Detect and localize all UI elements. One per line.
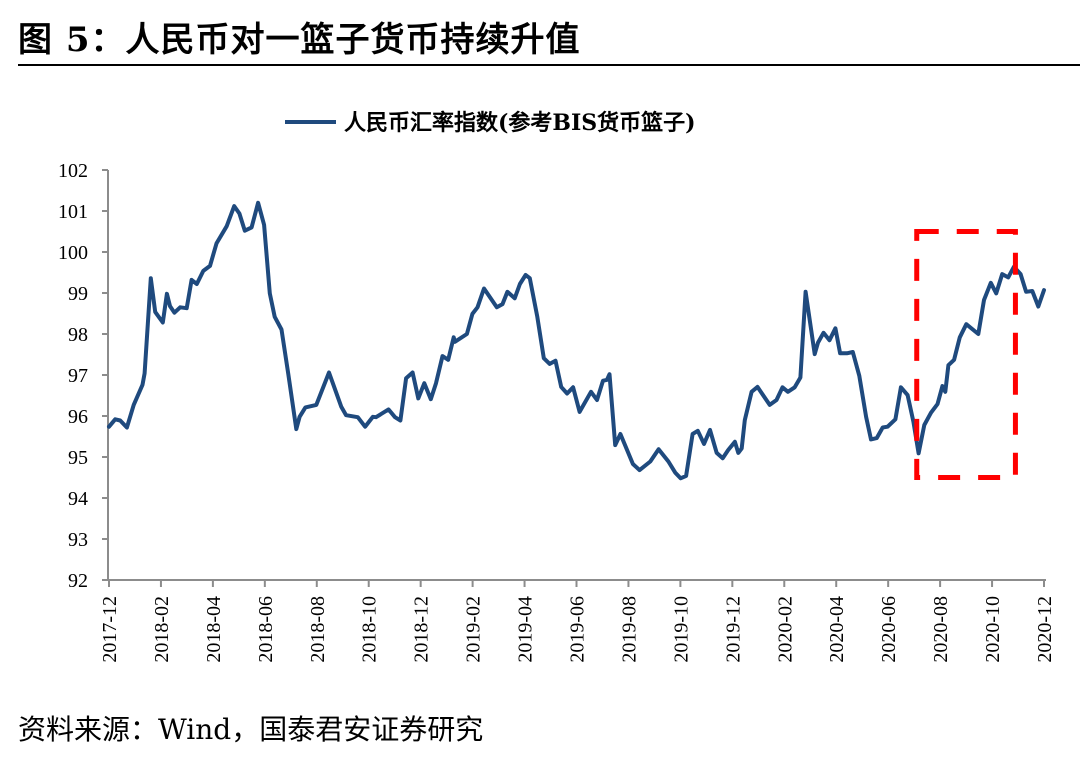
y-tick-label: 97 [68,365,88,387]
x-tick-label: 2018-12 [411,596,433,663]
y-tick-label: 96 [68,406,88,428]
x-tick-label: 2019-04 [515,596,537,663]
source-note: 资料来源：Wind，国泰君安证券研究 [18,713,484,746]
x-tick-label: 2018-06 [255,596,277,663]
highlight-box [914,229,1018,480]
x-tick-label: 2019-12 [722,596,744,663]
x-tick-label: 2017-12 [99,596,121,663]
y-tick-label: 95 [68,447,88,469]
x-tick-label: 2019-06 [567,596,589,663]
x-tick-label: 2018-10 [359,596,381,663]
figure-title: 图 5：人民币对一篮子货币持续升值 [18,20,581,60]
y-tick-label: 99 [68,283,88,305]
x-tick-label: 2020-02 [774,596,796,663]
series-line [107,200,1046,481]
x-tick-label: 2019-10 [670,596,692,663]
x-tick-label: 2020-06 [878,596,900,663]
title-divider [18,64,1080,66]
x-tick-label: 2020-04 [826,596,848,663]
legend: 人民币汇率指数(参考BIS货币篮子) [285,110,696,136]
x-tick-label: 2020-12 [1034,596,1056,663]
y-tick-label: 101 [58,201,88,223]
y-tick-label: 93 [68,529,88,551]
y-tick-label: 102 [58,160,88,182]
y-tick-label: 98 [68,324,88,346]
x-tick-label: 2019-02 [463,596,485,663]
x-tick-label: 2019-08 [618,596,640,663]
legend-label: 人民币汇率指数(参考BIS货币篮子) [344,110,696,136]
x-tick-label: 2020-08 [930,596,952,663]
x-tick-label: 2020-10 [982,596,1004,663]
y-tick-label: 94 [68,488,88,510]
x-tick-label: 2018-08 [307,596,329,663]
x-tick-label: 2018-04 [203,596,225,663]
x-tick-label: 2018-02 [151,596,173,663]
y-tick-label: 100 [58,242,88,264]
y-tick-label: 92 [68,570,88,592]
